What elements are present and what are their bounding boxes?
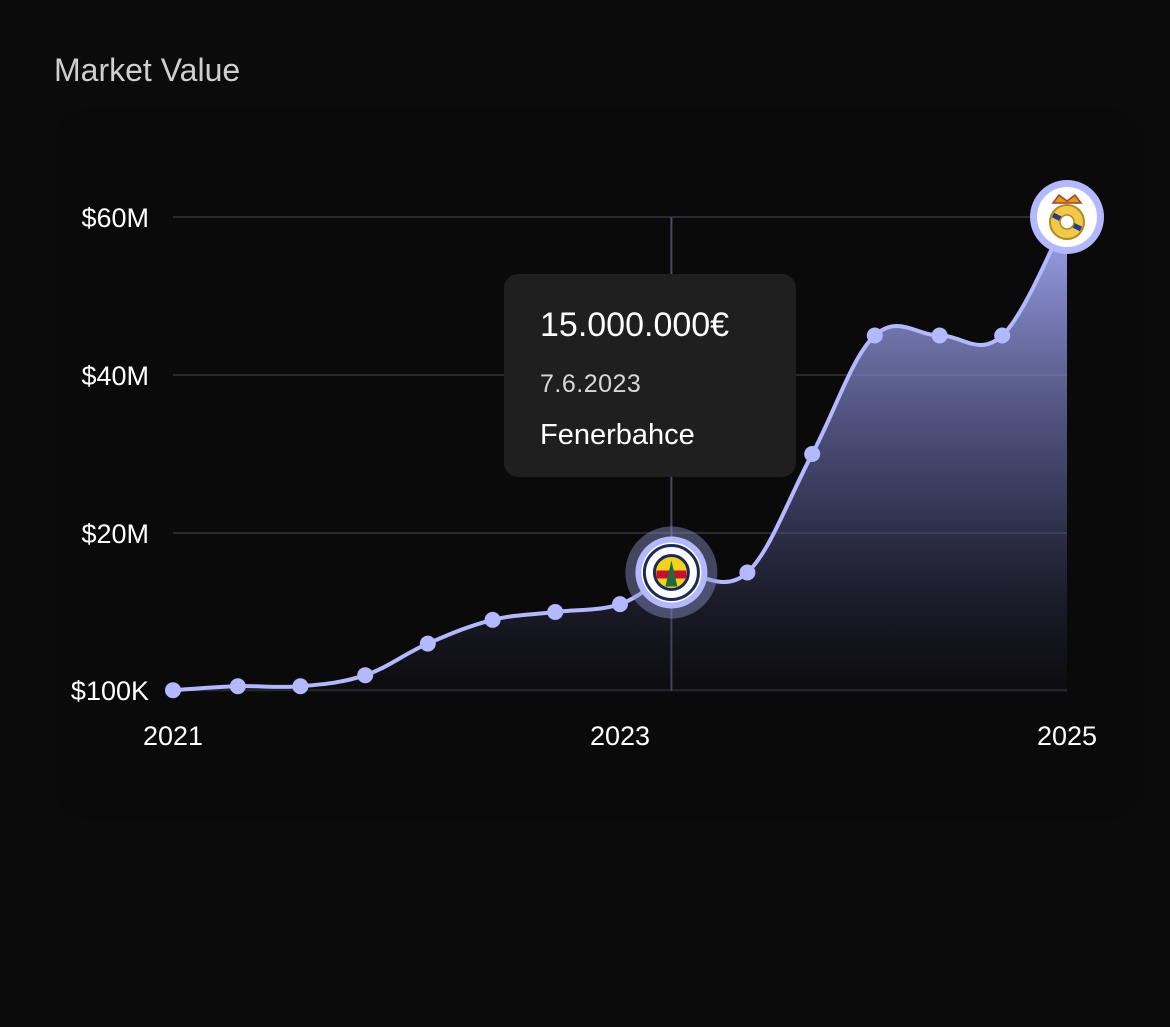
tooltip-value: 15.000.000€ bbox=[540, 306, 730, 344]
area-fill bbox=[173, 217, 1067, 691]
tooltip-date: 7.6.2023 bbox=[540, 370, 642, 398]
crest-border bbox=[642, 544, 700, 601]
y-tick-label: $60M bbox=[81, 203, 149, 233]
data-point bbox=[866, 327, 883, 344]
y-tick-label: $100K bbox=[71, 676, 149, 706]
y-tick-label: $20M bbox=[81, 519, 149, 549]
y-tick-label: $40M bbox=[81, 361, 149, 391]
x-tick-label: 2021 bbox=[143, 721, 203, 751]
page-title: Market Value bbox=[54, 52, 241, 88]
data-point bbox=[547, 604, 564, 620]
crest-crown bbox=[1051, 193, 1083, 204]
data-point bbox=[357, 667, 374, 684]
data-point bbox=[994, 327, 1011, 344]
data-point bbox=[804, 446, 821, 462]
fenerbahce-crest-icon bbox=[625, 526, 718, 619]
data-point bbox=[612, 596, 628, 613]
tooltip-club: Fenerbahce bbox=[540, 419, 695, 451]
data-point bbox=[229, 678, 246, 695]
data-point bbox=[484, 611, 501, 628]
x-tick-label: 2023 bbox=[590, 721, 650, 751]
real-madrid-crest-icon bbox=[1030, 180, 1104, 254]
crest-monogram bbox=[1059, 214, 1075, 230]
data-point bbox=[739, 564, 756, 581]
data-point bbox=[931, 327, 948, 344]
data-point bbox=[292, 678, 309, 695]
data-point bbox=[419, 635, 436, 652]
data-point bbox=[165, 682, 181, 699]
crest-leaf bbox=[665, 560, 678, 587]
x-tick-label: 2025 bbox=[1037, 721, 1097, 751]
chart-tooltip: 15.000.000€ 7.6.2023 Fenerbahce bbox=[504, 274, 796, 477]
